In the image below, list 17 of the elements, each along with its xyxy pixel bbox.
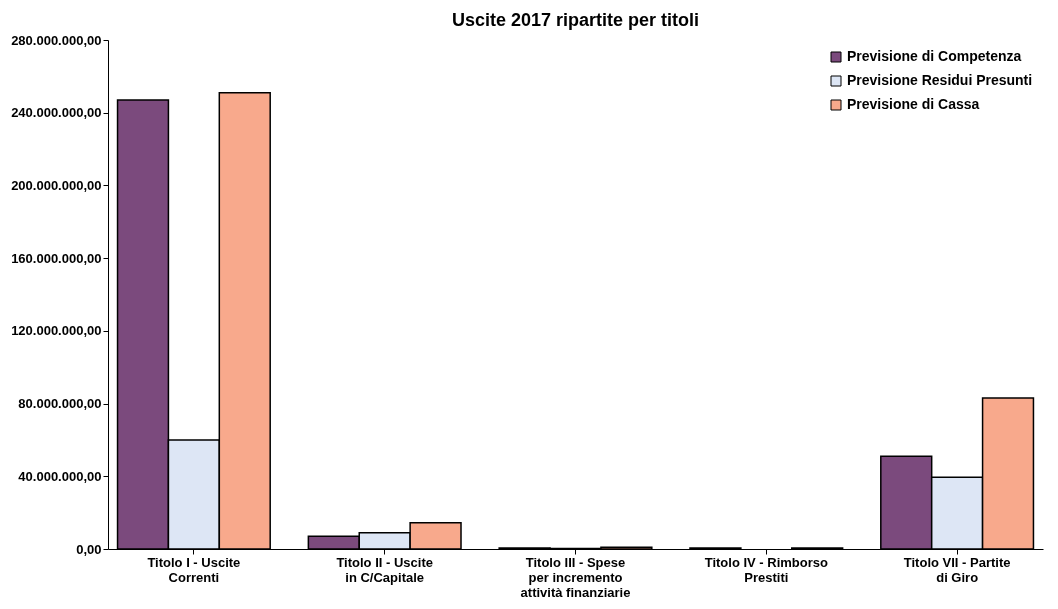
y-tick-label: 80.000.000,00 [18, 396, 102, 412]
y-tick-label: 240.000.000,00 [11, 105, 102, 121]
y-tick-label: 280.000.000,00 [11, 32, 102, 48]
legend-label: Previsione di Competenza [847, 48, 1022, 64]
legend-label: Previsione di Cassa [847, 96, 980, 112]
y-tick-label: 160.000.000,00 [11, 250, 102, 266]
y-tick-label: 120.000.000,00 [11, 323, 102, 339]
y-tick-label: 200.000.000,00 [11, 177, 102, 193]
y-tick-label: 0,00 [76, 541, 102, 557]
legend-label: Previsione Residui Presunti [847, 72, 1033, 88]
x-tick-label: Titolo I - Uscite Correnti [147, 554, 241, 585]
y-tick-label: 40.000.000,00 [18, 468, 102, 484]
x-tick-label: Titolo III - Spese per incremento attività finanziarie [520, 554, 631, 600]
chart-title: Uscite 2017 ripartite per titoli [451, 10, 700, 30]
x-tick-label: Titolo VII - Partite di Giro [903, 554, 1011, 585]
x-tick-label: Titolo IV - Rimborso Prestiti [704, 554, 828, 585]
x-tick-label: Titolo II - Uscite in C/Capitale [336, 554, 433, 585]
